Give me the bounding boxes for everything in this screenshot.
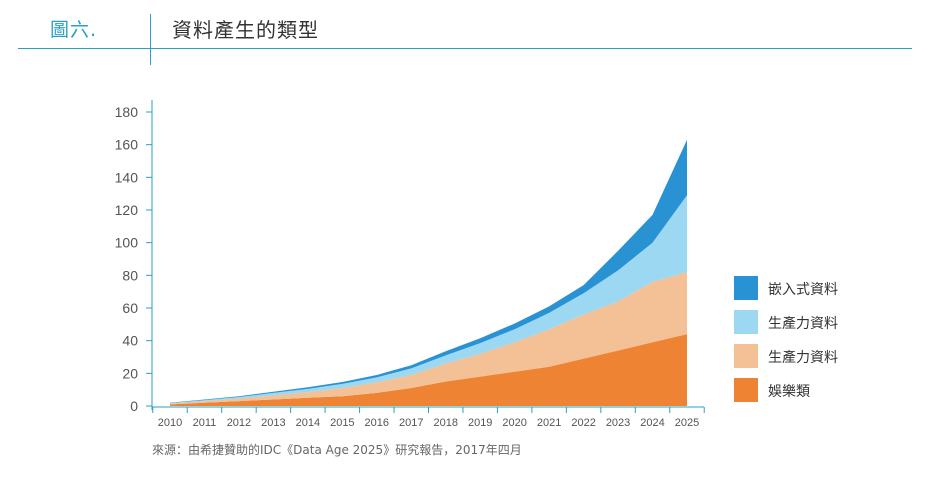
figure-title: 資料產生的類型 (172, 18, 319, 42)
x-tick-label: 2019 (468, 417, 492, 429)
legend-label: 娛樂類 (768, 384, 810, 400)
area-series-2 (170, 195, 687, 404)
figure-header: 圖六. 資料產生的類型 (0, 0, 940, 70)
y-tick-label: 40 (122, 333, 138, 349)
y-tick-label: 80 (122, 267, 138, 283)
legend-swatch (734, 276, 758, 300)
area-series-1 (170, 272, 687, 405)
legend-swatch (734, 378, 758, 402)
x-tick-label: 2023 (606, 417, 630, 429)
x-tick-label: 2013 (261, 417, 285, 429)
figure-label: 圖六. (50, 19, 98, 41)
y-tick-label: 0 (130, 398, 138, 414)
y-tick-label: 100 (115, 235, 139, 251)
x-tick-label: 2010 (158, 417, 182, 429)
area-series-0 (170, 334, 687, 406)
legend-swatch (734, 344, 758, 368)
x-tick-label: 2015 (330, 417, 354, 429)
x-tick-label: 2012 (227, 417, 251, 429)
legend-label: 生產力資料 (768, 316, 838, 332)
x-tick-label: 2025 (675, 417, 699, 429)
x-tick-label: 2014 (296, 417, 320, 429)
legend-swatch (734, 310, 758, 334)
legend-label: 生產力資料 (768, 350, 838, 366)
x-tick-label: 2017 (399, 417, 423, 429)
y-tick-label: 120 (115, 202, 139, 218)
x-tick-label: 2021 (537, 417, 561, 429)
x-tick-label: 2011 (193, 417, 217, 429)
y-tick-label: 60 (122, 300, 138, 316)
x-tick-label: 2018 (433, 417, 457, 429)
x-tick-label: 2020 (502, 417, 526, 429)
y-tick-label: 20 (122, 365, 138, 381)
y-tick-label: 160 (115, 137, 139, 153)
y-tick-label: 140 (115, 169, 139, 185)
x-tick-label: 2016 (365, 417, 389, 429)
header-divider (150, 14, 151, 65)
x-tick-label: 2022 (571, 417, 595, 429)
y-tick-label: 180 (115, 104, 139, 120)
source-note: 來源：由希捷贊助的IDC《Data Age 2025》研究報告，2017年四月 (152, 443, 522, 457)
legend-label: 嵌入式資料 (768, 282, 838, 298)
header-rule (18, 48, 912, 49)
x-tick-label: 2024 (640, 417, 664, 429)
